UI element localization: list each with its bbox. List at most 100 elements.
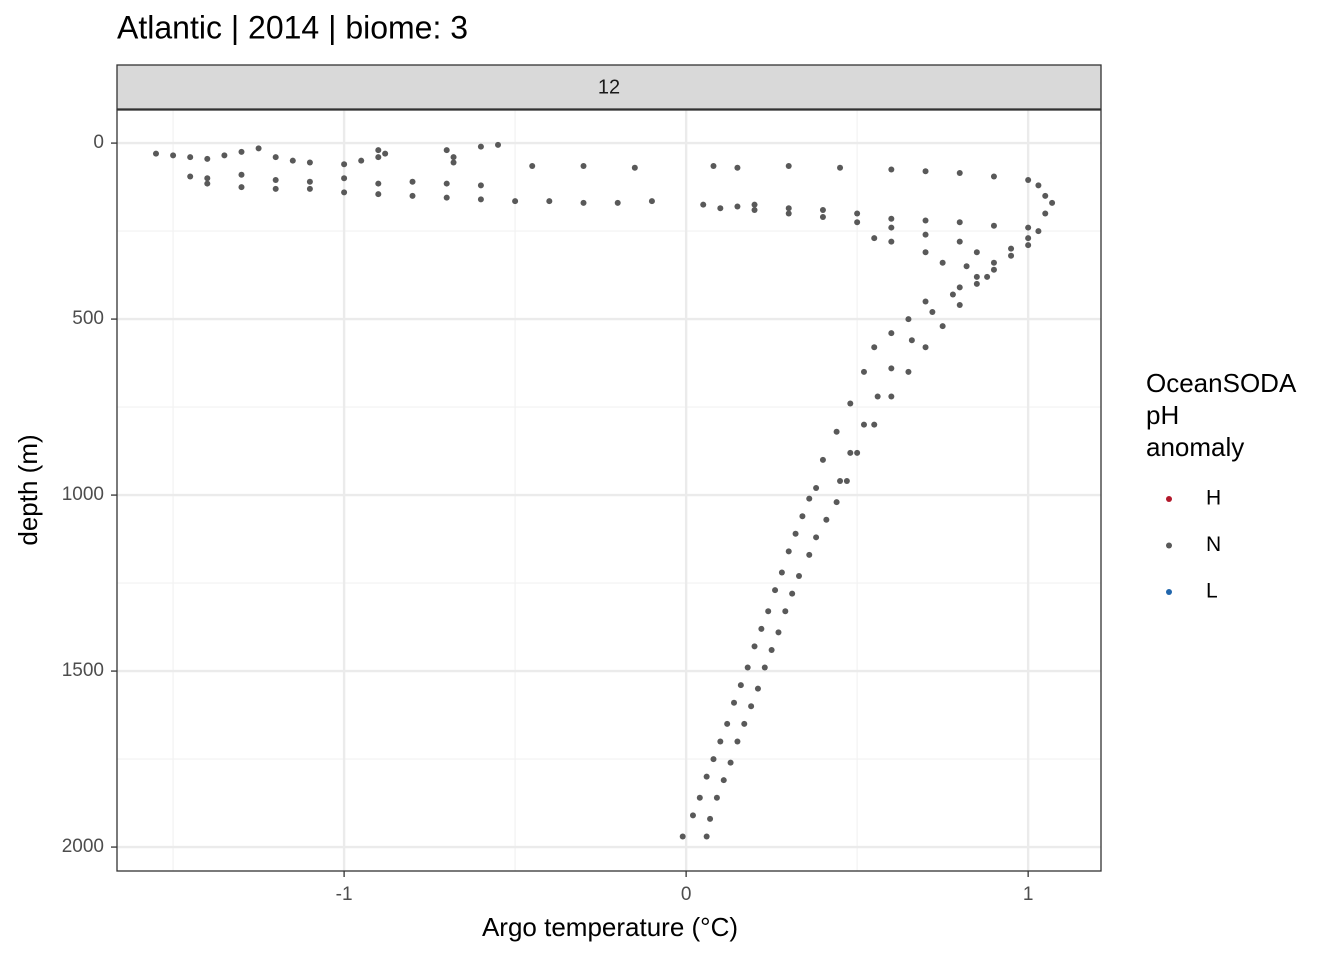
data-point bbox=[710, 756, 717, 763]
data-point bbox=[908, 337, 915, 344]
x-axis-label: Argo temperature (°C) bbox=[482, 912, 738, 942]
data-point bbox=[580, 162, 587, 169]
data-point bbox=[922, 344, 929, 351]
data-point bbox=[871, 421, 878, 428]
data-point bbox=[819, 456, 826, 463]
data-point bbox=[375, 191, 382, 198]
data-point bbox=[443, 147, 450, 154]
data-point bbox=[956, 238, 963, 245]
x-tick-label: 1 bbox=[1023, 884, 1034, 905]
data-point bbox=[382, 150, 389, 157]
data-point bbox=[922, 217, 929, 224]
legend-key bbox=[1166, 496, 1172, 502]
facet-strip bbox=[116, 64, 1102, 110]
data-point bbox=[837, 164, 844, 171]
data-point bbox=[888, 365, 895, 372]
data-point bbox=[871, 344, 878, 351]
data-point bbox=[187, 154, 194, 161]
data-point bbox=[375, 154, 382, 161]
data-point bbox=[477, 143, 484, 150]
data-point bbox=[720, 777, 727, 784]
data-point bbox=[727, 759, 734, 766]
y-axis-label: depth (m) bbox=[13, 434, 43, 545]
data-point bbox=[888, 215, 895, 222]
y-tick-label: 1500 bbox=[62, 660, 104, 681]
data-point bbox=[580, 199, 587, 206]
data-point bbox=[272, 154, 279, 161]
data-point bbox=[761, 664, 768, 671]
data-point bbox=[813, 485, 820, 492]
data-point bbox=[614, 199, 621, 206]
data-point bbox=[956, 284, 963, 291]
data-point bbox=[874, 393, 881, 400]
data-point bbox=[204, 155, 211, 162]
y-tick-label: 2000 bbox=[62, 836, 104, 857]
legend-label: H bbox=[1206, 487, 1221, 510]
data-point bbox=[255, 145, 262, 152]
data-point bbox=[990, 259, 997, 266]
data-point bbox=[1035, 182, 1042, 189]
data-point bbox=[717, 205, 724, 212]
legend-title: pH bbox=[1146, 400, 1179, 430]
data-point bbox=[963, 263, 970, 270]
data-point bbox=[905, 368, 912, 375]
data-point bbox=[785, 210, 792, 217]
data-point bbox=[734, 203, 741, 210]
data-point bbox=[795, 573, 802, 580]
data-point bbox=[221, 152, 228, 159]
data-point bbox=[847, 449, 854, 456]
data-point bbox=[806, 551, 813, 558]
data-point bbox=[888, 166, 895, 173]
data-point bbox=[170, 152, 177, 159]
data-point bbox=[477, 196, 484, 203]
data-point bbox=[375, 147, 382, 154]
data-point bbox=[768, 646, 775, 653]
data-point bbox=[922, 298, 929, 305]
data-point bbox=[765, 608, 772, 615]
data-point bbox=[785, 162, 792, 169]
data-point bbox=[973, 249, 980, 256]
data-point bbox=[1025, 224, 1032, 231]
data-point bbox=[819, 214, 826, 221]
data-point bbox=[529, 162, 536, 169]
data-point bbox=[696, 794, 703, 801]
x-tick-label: 0 bbox=[681, 884, 692, 905]
data-point bbox=[905, 316, 912, 323]
data-point bbox=[204, 180, 211, 187]
data-point bbox=[1035, 228, 1042, 235]
data-point bbox=[717, 738, 724, 745]
data-point bbox=[922, 168, 929, 175]
data-point bbox=[495, 141, 502, 148]
data-point bbox=[772, 587, 779, 594]
data-point bbox=[990, 266, 997, 273]
data-point bbox=[306, 185, 313, 192]
data-point bbox=[477, 182, 484, 189]
data-point bbox=[238, 171, 245, 178]
data-point bbox=[648, 198, 655, 205]
data-point bbox=[710, 162, 717, 169]
chart-title: Atlantic | 2014 | biome: 3 bbox=[117, 9, 468, 45]
data-point bbox=[990, 173, 997, 180]
data-point bbox=[888, 224, 895, 231]
data-point bbox=[748, 703, 755, 710]
y-tick-label: 0 bbox=[93, 132, 104, 153]
data-point bbox=[289, 157, 296, 164]
data-point bbox=[272, 185, 279, 192]
legend-label: N bbox=[1206, 533, 1221, 556]
data-point bbox=[409, 192, 416, 199]
data-point bbox=[956, 302, 963, 309]
data-point bbox=[837, 477, 844, 484]
data-point bbox=[731, 699, 738, 706]
data-point bbox=[833, 428, 840, 435]
data-point bbox=[775, 629, 782, 636]
data-point bbox=[973, 273, 980, 280]
data-point bbox=[751, 201, 758, 208]
data-point bbox=[358, 157, 365, 164]
legend-key bbox=[1166, 542, 1172, 549]
data-point bbox=[939, 323, 946, 330]
data-point bbox=[922, 231, 929, 238]
data-point bbox=[724, 720, 731, 727]
data-point bbox=[888, 238, 895, 245]
data-point bbox=[238, 184, 245, 191]
